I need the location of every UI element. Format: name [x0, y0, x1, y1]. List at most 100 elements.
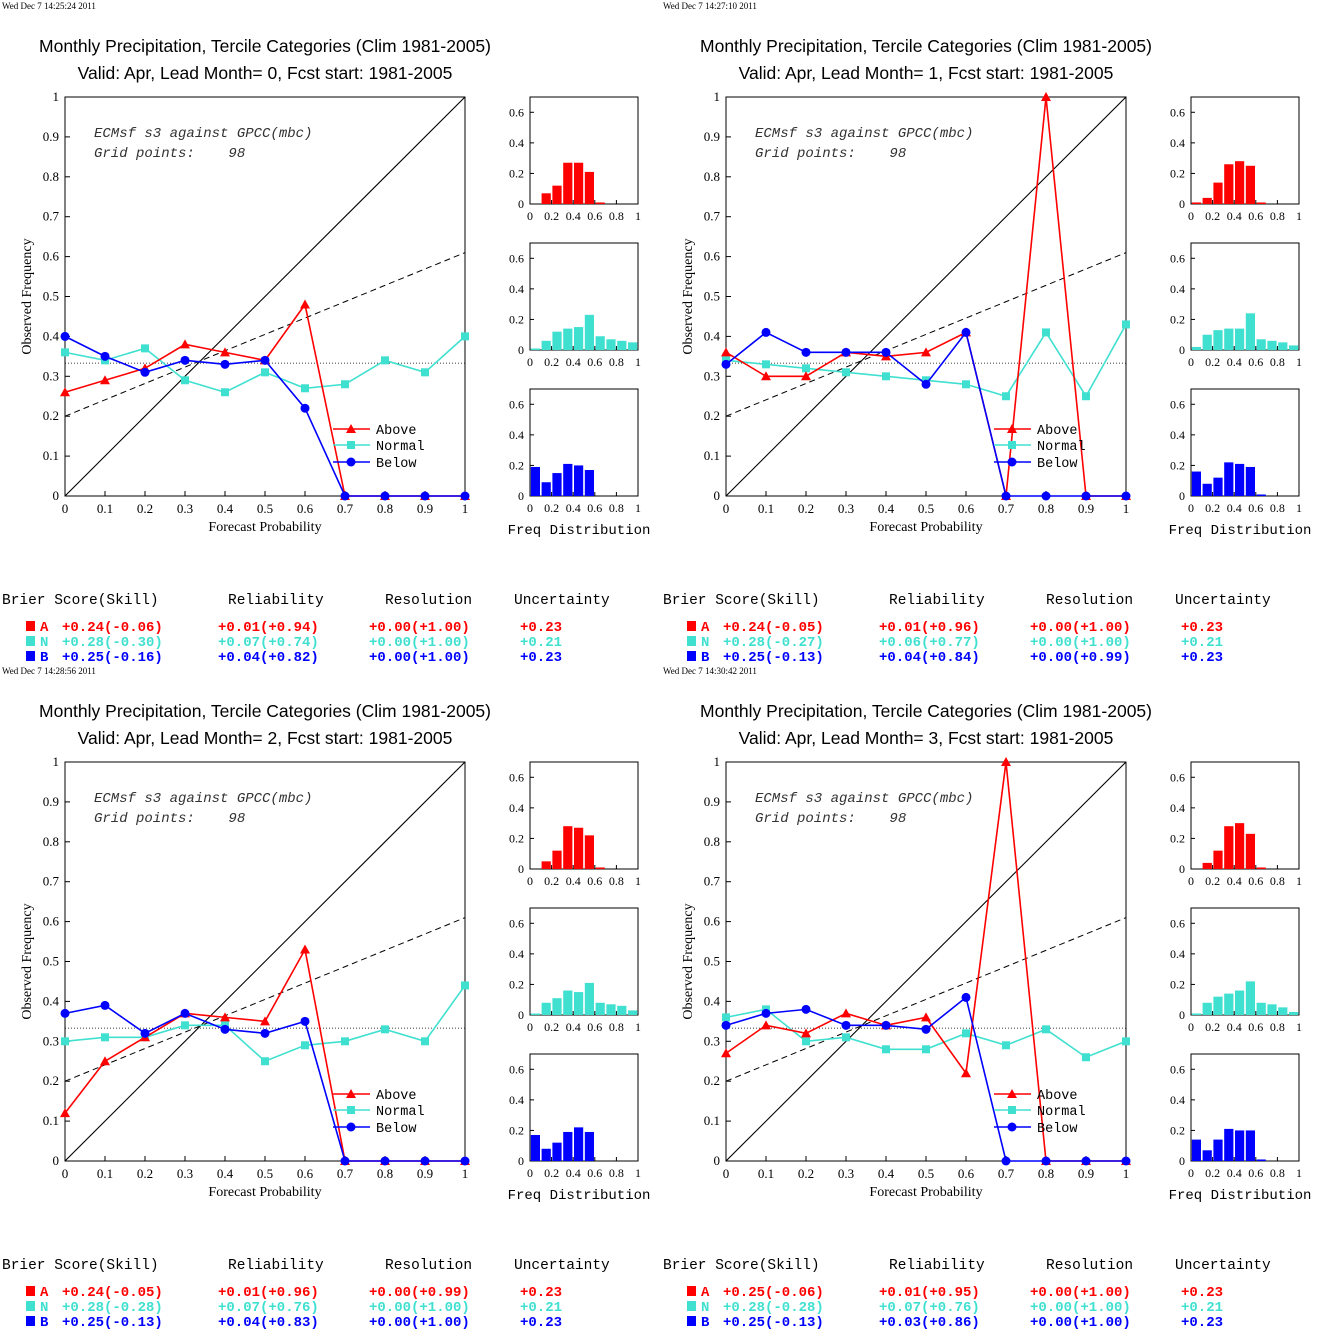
histogram-bar-normal [1267, 340, 1277, 350]
score-swatch-below [26, 1316, 35, 1326]
x-tick-label: 0.5 [918, 501, 934, 516]
x-tick-label: 0.5 [918, 1166, 934, 1181]
data-point-normal [61, 1037, 69, 1046]
x-tick-label: 0.2 [798, 501, 814, 516]
hist-y-tick-label: 0.2 [509, 458, 524, 472]
x-axis-label: Forecast Probability [208, 520, 321, 535]
score-category: N [40, 635, 48, 651]
score-swatch-below [26, 651, 35, 661]
hist-y-tick-label: 0.4 [509, 428, 524, 442]
score-resolution: +0.00(+0.99) [369, 1285, 470, 1301]
data-point-normal [341, 1037, 349, 1046]
hist-x-tick-label: 0.4 [566, 874, 581, 888]
data-point-normal [842, 368, 850, 377]
y-tick-label: 0.6 [704, 249, 721, 264]
data-point-normal [101, 1033, 109, 1042]
hist-y-tick-label: 0 [518, 1154, 524, 1168]
hist-y-tick-label: 0.4 [509, 136, 524, 150]
score-brier: +0.24(-0.05) [62, 1285, 163, 1301]
score-reliability: +0.06(+0.77) [879, 635, 980, 651]
x-tick-label: 0.9 [417, 501, 433, 516]
data-point-below [961, 992, 971, 1002]
hist-x-tick-label: 0 [1188, 355, 1194, 369]
x-tick-label: 0.1 [758, 501, 774, 516]
histogram-bar-normal [1191, 1013, 1201, 1015]
data-point-normal [722, 1013, 730, 1022]
data-point-below [300, 1016, 310, 1026]
no-skill-line [725, 917, 1127, 1082]
hist-x-tick-label: 0.2 [1205, 355, 1220, 369]
legend-marker-below [1007, 457, 1017, 467]
x-axis-label: Forecast Probability [869, 1185, 982, 1200]
x-tick-label: 0.8 [377, 1166, 393, 1181]
histogram-label: Freq Distribution [508, 523, 651, 539]
hist-y-tick-label: 0.2 [1170, 831, 1185, 845]
data-point-normal [922, 1045, 930, 1054]
y-tick-label: 0.9 [43, 129, 59, 144]
score-swatch-above [687, 1286, 696, 1296]
score-swatch-below [687, 1316, 696, 1326]
histogram-bar-normal [628, 1010, 638, 1015]
annotation-model: ECMsf s3 against GPCC(mbc) [94, 126, 312, 142]
hist-x-tick-label: 0.8 [609, 1166, 624, 1180]
histogram-bar-normal [541, 1002, 551, 1015]
hist-x-tick-label: 0.8 [609, 209, 624, 223]
histogram-bar-above [541, 193, 551, 204]
score-swatch-below [687, 651, 696, 661]
panel-1: Wed Dec 7 14:27:10 2011 Monthly Precipita… [663, 1, 1311, 666]
x-tick-label: 1 [462, 501, 469, 516]
x-axis-label: Forecast Probability [869, 520, 982, 535]
hist-y-tick-label: 0 [518, 197, 524, 211]
score-header-reliability: Reliability [228, 593, 324, 609]
hist-x-tick-label: 0.8 [609, 501, 624, 515]
score-category: N [40, 1300, 48, 1316]
chart-subtitle: Valid: Apr, Lead Month= 2, Fcst start: 1… [78, 728, 453, 748]
histogram-bar-below [1256, 1159, 1266, 1161]
histogram-bar-normal [628, 342, 638, 350]
hist-x-tick-label: 0.4 [566, 1020, 581, 1034]
hist-x-tick-label: 1 [1296, 355, 1302, 369]
x-tick-label: 0.8 [1038, 501, 1054, 516]
histogram-bar-below [1191, 471, 1201, 496]
data-point-below [921, 1024, 931, 1034]
score-header-resolution: Resolution [385, 1258, 472, 1274]
score-swatch-above [26, 1286, 35, 1296]
histogram-bar-above [563, 826, 573, 869]
histogram-bar-normal [530, 1013, 540, 1015]
chart-subtitle: Valid: Apr, Lead Month= 0, Fcst start: 1… [78, 63, 453, 83]
data-point-normal [61, 348, 69, 357]
y-tick-label: 0 [714, 488, 721, 503]
chart-title: Monthly Precipitation, Tercile Categorie… [700, 36, 1152, 56]
histogram-bar-above [1202, 197, 1212, 204]
hist-x-tick-label: 0.4 [566, 1166, 581, 1180]
annotation-model: ECMsf s3 against GPCC(mbc) [755, 791, 973, 807]
score-brier: +0.24(-0.05) [723, 620, 824, 636]
hist-x-tick-label: 1 [635, 501, 641, 515]
x-tick-label: 0.7 [337, 501, 354, 516]
hist-x-tick-label: 0.2 [1205, 209, 1220, 223]
hist-y-tick-label: 0 [518, 343, 524, 357]
hist-x-tick-label: 0.4 [1227, 355, 1242, 369]
score-uncertainty: +0.21 [520, 635, 562, 651]
histogram-bar-normal [541, 340, 551, 350]
x-tick-label: 0.8 [377, 501, 393, 516]
hist-y-tick-label: 0 [518, 862, 524, 876]
histogram-bar-above [1202, 862, 1212, 869]
data-point-above [60, 387, 70, 397]
chart-title: Monthly Precipitation, Tercile Categorie… [39, 701, 491, 721]
hist-y-tick-label: 0.2 [509, 977, 524, 991]
score-resolution: +0.00(+1.00) [369, 635, 470, 651]
score-uncertainty: +0.23 [1181, 1285, 1223, 1301]
data-point-below [881, 347, 891, 357]
histogram-bar-below [574, 465, 584, 496]
hist-y-tick-label: 0.6 [509, 770, 524, 784]
data-point-below [761, 327, 771, 337]
data-point-normal [1122, 1037, 1130, 1046]
y-tick-label: 0.7 [43, 874, 60, 889]
score-brier: +0.25(-0.06) [723, 1285, 824, 1301]
hist-y-tick-label: 0 [1179, 1008, 1185, 1022]
histogram-frame-above [529, 96, 639, 205]
score-category: B [701, 650, 710, 666]
score-reliability: +0.01(+0.96) [218, 1285, 319, 1301]
score-category: A [40, 620, 49, 636]
